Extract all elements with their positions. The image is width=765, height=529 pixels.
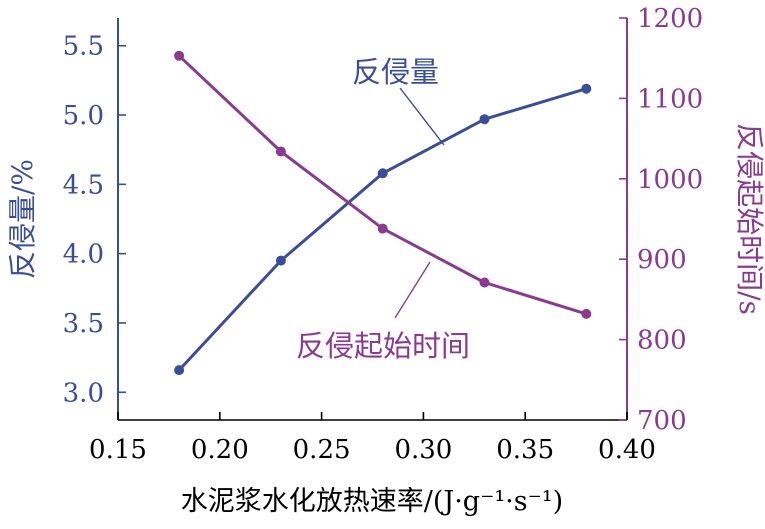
- left-y-tick-label: 3.0: [63, 378, 104, 408]
- x-tick-label: 0.30: [394, 435, 452, 465]
- x-tick-label: 0.25: [293, 435, 351, 465]
- x-ticks: 0.15 0.20 0.25 0.30 0.35 0.40: [89, 412, 656, 465]
- left-y-tick-label: 4.5: [63, 170, 104, 200]
- x-axis-label: 水泥浆水化放热速率/(J·g⁻¹·s⁻¹): [181, 486, 563, 517]
- data-point-left-3: [479, 114, 490, 125]
- right-y-tick-label: 800: [637, 326, 687, 356]
- data-point-right-0: [174, 50, 185, 61]
- x-tick-label: 0.15: [89, 435, 147, 465]
- data-point-left-2: [377, 168, 388, 179]
- left-y-tick-label: 3.5: [63, 309, 104, 339]
- right-y-tick-label: 900: [637, 245, 687, 275]
- data-point-right-2: [377, 223, 388, 234]
- left-y-tick-label: 5.5: [63, 32, 104, 62]
- data-point-left-1: [275, 255, 286, 266]
- x-tick-label: 0.40: [598, 435, 656, 465]
- series-label-leader-left: [399, 87, 445, 146]
- right-y-tick-label: 1200: [637, 4, 703, 34]
- right-y-ticks: 700 800 900 1000 1100 1200: [619, 4, 703, 436]
- left-y-tick-label: 5.0: [63, 101, 104, 131]
- right-y-axis-label: 反侵起始时间/s: [733, 123, 765, 315]
- data-point-right-3: [479, 277, 490, 288]
- data-point-left-0: [174, 365, 185, 376]
- data-point-left-4: [581, 83, 592, 94]
- x-tick-label: 0.20: [191, 435, 249, 465]
- series-label-right: 反侵起始时间: [296, 329, 470, 363]
- series-layer: [174, 50, 592, 376]
- left-y-axis-label: 反侵量/%: [6, 159, 39, 279]
- left-y-tick-label: 4.0: [63, 240, 104, 270]
- right-y-tick-label: 1100: [637, 84, 703, 114]
- series-label-leader-right: [394, 261, 431, 319]
- x-tick-label: 0.35: [496, 435, 554, 465]
- data-point-right-4: [581, 308, 592, 319]
- series-label-left: 反侵量: [352, 55, 439, 89]
- left-y-ticks: 3.0 3.5 4.0 4.5 5.0 5.5: [63, 32, 126, 408]
- data-point-right-1: [275, 146, 286, 157]
- right-y-tick-label: 1000: [637, 165, 703, 195]
- series-line-right: [178, 54, 587, 316]
- right-y-tick-label: 700: [637, 406, 687, 436]
